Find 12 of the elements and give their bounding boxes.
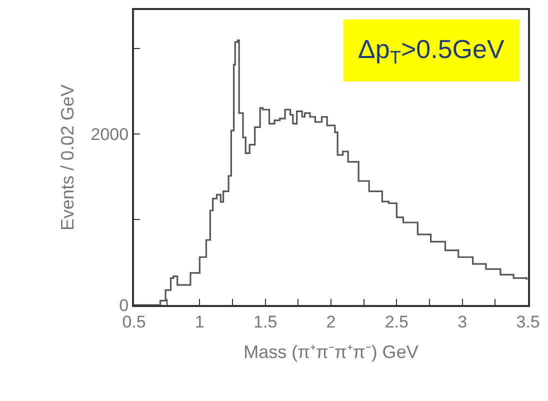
annotation: Δp$_{T}$>0.5GeV (358, 34, 505, 68)
x-tick-label: 3 (458, 312, 468, 332)
x-tick-label: 1.5 (254, 312, 278, 332)
x-tick-label: 2 (326, 312, 336, 332)
x-tick-label: 1 (194, 312, 204, 332)
x-tick-label: 2.5 (384, 312, 408, 332)
x-axis-title: Mass (π⁺π⁻π⁺π⁻) GeV (244, 342, 418, 362)
y-tick-label: 0 (119, 296, 129, 315)
x-tick-label: 0.5 (122, 312, 146, 332)
x-tick-label: 3.5 (516, 312, 540, 332)
y-tick-label: 2000 (90, 124, 129, 144)
y-axis-title: Events / 0.02 GeV (57, 84, 78, 231)
